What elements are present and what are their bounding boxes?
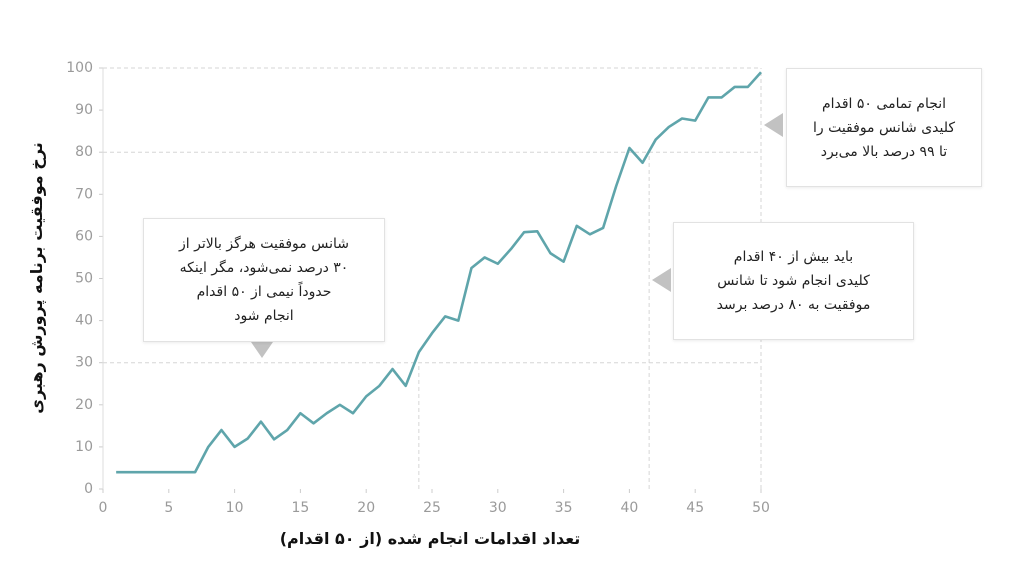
y-tick-label: 0 (84, 481, 93, 497)
arrow (652, 268, 671, 292)
arrow (764, 113, 783, 137)
x-axis-title: تعداد اقدامات انجام شده (از ۵۰ اقدام) (280, 529, 581, 548)
x-tick-label: 0 (99, 500, 108, 516)
annotation-line: انجام تمامی ۵۰ اقدام (821, 95, 947, 112)
x-tick-label: 30 (489, 500, 507, 516)
y-axis-title: نرخ موفقیت برنامه پرورش رهبری (27, 142, 47, 413)
annotation-line: تا ۹۹ درصد بالا می‌برد (820, 143, 948, 160)
data-line (116, 71, 762, 474)
x-tick-label: 25 (423, 500, 441, 516)
annotation: انجام تمامی ۵۰ اقدام کلیدی شانس موفقیت را… (786, 68, 982, 187)
arrow (251, 342, 273, 358)
y-tick-label: 70 (75, 186, 93, 202)
y-tick-label: 20 (75, 397, 93, 413)
y-tick-label: 100 (66, 60, 93, 76)
x-tick-label: 50 (752, 500, 770, 516)
x-tick-label: 5 (164, 500, 173, 516)
annotation-line: حدوداً نیمی از ۵۰ اقدام (196, 284, 332, 300)
annotation-line: کلیدی انجام شود تا شانس (717, 273, 870, 289)
x-tick-label: 40 (620, 500, 638, 516)
y-tick-label: 50 (75, 271, 93, 287)
annotation: باید بیش از ۴۰ اقدام کلیدی انجام شود تا ش… (673, 222, 914, 340)
y-tick-label: 40 (75, 313, 93, 329)
y-tick-label: 10 (75, 439, 93, 455)
annotation-line: شانس موفقیت هرگز بالاتر از (179, 236, 349, 252)
annotation: شانس موفقیت هرگز بالاتر از ۳۰ درصد نمی‌شو… (143, 218, 385, 342)
x-tick-label: 10 (226, 500, 244, 516)
annotation-line: انجام شود (234, 308, 294, 324)
y-tick-label: 80 (75, 144, 93, 160)
x-tick-label: 15 (291, 500, 309, 516)
annotation-line: موفقیت به ۸۰ درصد برسد (716, 297, 871, 313)
y-tick-label: 30 (75, 355, 93, 371)
y-tick-label: 60 (75, 228, 93, 244)
y-tick-label: 90 (75, 102, 93, 118)
x-tick-label: 20 (357, 500, 375, 516)
x-tick-label: 35 (555, 500, 573, 516)
annotation-line: کلیدی شانس موفقیت را (812, 119, 956, 136)
x-tick-label: 45 (686, 500, 704, 516)
annotation-line: باید بیش از ۴۰ اقدام (733, 249, 854, 265)
annotation-line: ۳۰ درصد نمی‌شود، مگر اینکه (179, 260, 349, 276)
